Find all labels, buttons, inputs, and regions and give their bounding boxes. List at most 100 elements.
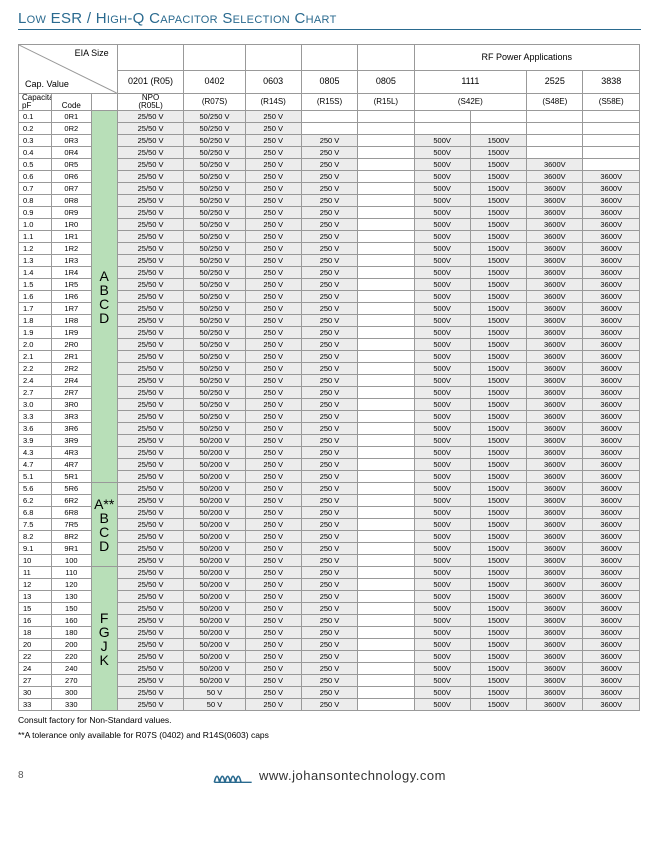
voltage-cell: 25/50 V — [117, 243, 184, 255]
voltage-cell: 500V — [414, 579, 470, 591]
voltage-cell: 250 V — [245, 135, 301, 147]
voltage-cell: 3600V — [527, 543, 583, 555]
voltage-cell: 25/50 V — [117, 351, 184, 363]
voltage-cell: 3600V — [583, 267, 640, 279]
code-cell: 120 — [51, 579, 91, 591]
voltage-cell: 250 V — [301, 675, 357, 687]
size-sub: (R07S) — [184, 94, 245, 111]
size-sub: (R14S) — [245, 94, 301, 111]
pf-cell: 4.7 — [19, 459, 52, 471]
voltage-cell: 1500V — [470, 651, 526, 663]
voltage-cell: 500V — [414, 291, 470, 303]
voltage-cell — [470, 111, 526, 123]
voltage-cell: 1500V — [470, 495, 526, 507]
voltage-cell — [358, 339, 414, 351]
voltage-cell: 500V — [414, 663, 470, 675]
voltage-cell: 50/250 V — [184, 207, 245, 219]
code-cell: 1R9 — [51, 327, 91, 339]
voltage-cell: 250 V — [301, 291, 357, 303]
pf-cell: 6.2 — [19, 495, 52, 507]
pf-cell: 12 — [19, 579, 52, 591]
voltage-cell: 3600V — [527, 351, 583, 363]
pf-cell: 3.6 — [19, 423, 52, 435]
voltage-cell: 25/50 V — [117, 675, 184, 687]
voltage-cell — [358, 627, 414, 639]
voltage-cell: 3600V — [527, 567, 583, 579]
code-cell: 0R5 — [51, 159, 91, 171]
voltage-cell: 3600V — [583, 579, 640, 591]
voltage-cell: 3600V — [527, 171, 583, 183]
voltage-cell — [358, 675, 414, 687]
voltage-cell: 25/50 V — [117, 591, 184, 603]
voltage-cell: 3600V — [583, 351, 640, 363]
voltage-cell: 3600V — [583, 243, 640, 255]
voltage-cell: 250 V — [301, 135, 357, 147]
voltage-cell: 3600V — [583, 459, 640, 471]
voltage-cell: 25/50 V — [117, 651, 184, 663]
voltage-cell: 50/200 V — [184, 507, 245, 519]
voltage-cell — [527, 135, 583, 147]
voltage-cell: 500V — [414, 651, 470, 663]
voltage-cell: 50/200 V — [184, 675, 245, 687]
voltage-cell — [583, 159, 640, 171]
voltage-cell: 3600V — [583, 207, 640, 219]
voltage-cell: 500V — [414, 327, 470, 339]
voltage-cell: 3600V — [583, 339, 640, 351]
voltage-cell: 1500V — [470, 567, 526, 579]
voltage-cell: 3600V — [583, 447, 640, 459]
pf-cell: 2.4 — [19, 375, 52, 387]
voltage-cell: 250 V — [301, 651, 357, 663]
voltage-cell: 25/50 V — [117, 663, 184, 675]
pf-header: CapacitancepF — [19, 94, 52, 111]
voltage-cell: 250 V — [301, 147, 357, 159]
voltage-cell: 500V — [414, 435, 470, 447]
voltage-cell — [358, 111, 414, 123]
voltage-cell: 50/250 V — [184, 195, 245, 207]
voltage-cell: 50/250 V — [184, 327, 245, 339]
voltage-cell: 1500V — [470, 339, 526, 351]
voltage-cell: 3600V — [583, 591, 640, 603]
voltage-cell: 250 V — [301, 699, 357, 711]
size-sub: (S58E) — [583, 94, 640, 111]
voltage-cell: 500V — [414, 519, 470, 531]
size-top: 2525 — [527, 70, 583, 93]
voltage-cell: 25/50 V — [117, 363, 184, 375]
pf-cell: 1.1 — [19, 231, 52, 243]
voltage-cell: 250 V — [245, 555, 301, 567]
voltage-cell: 50/200 V — [184, 471, 245, 483]
voltage-cell: 500V — [414, 183, 470, 195]
voltage-cell: 250 V — [245, 159, 301, 171]
voltage-cell: 3600V — [527, 315, 583, 327]
voltage-cell: 25/50 V — [117, 495, 184, 507]
code-cell: 1R4 — [51, 267, 91, 279]
code-header: Code — [51, 94, 91, 111]
voltage-cell: 250 V — [245, 255, 301, 267]
voltage-cell: 1500V — [470, 699, 526, 711]
voltage-cell: 3600V — [527, 303, 583, 315]
pf-cell: 11 — [19, 567, 52, 579]
size-sub: (R15L) — [358, 94, 414, 111]
size-header — [245, 45, 301, 71]
code-cell: 150 — [51, 603, 91, 615]
pf-cell: 0.8 — [19, 195, 52, 207]
pf-cell: 0.2 — [19, 123, 52, 135]
voltage-cell: 25/50 V — [117, 435, 184, 447]
voltage-cell — [358, 315, 414, 327]
voltage-cell: 250 V — [245, 207, 301, 219]
voltage-cell: 250 V — [301, 459, 357, 471]
voltage-cell: 500V — [414, 387, 470, 399]
voltage-cell: 50/200 V — [184, 615, 245, 627]
voltage-cell — [358, 423, 414, 435]
voltage-cell: 250 V — [245, 459, 301, 471]
voltage-cell — [358, 651, 414, 663]
voltage-cell: 250 V — [245, 147, 301, 159]
voltage-cell: 1500V — [470, 387, 526, 399]
voltage-cell: 250 V — [301, 315, 357, 327]
voltage-cell: 500V — [414, 363, 470, 375]
voltage-cell: 50/200 V — [184, 495, 245, 507]
voltage-cell: 50/250 V — [184, 375, 245, 387]
pf-cell: 24 — [19, 663, 52, 675]
voltage-cell: 50/200 V — [184, 555, 245, 567]
voltage-cell: 3600V — [583, 423, 640, 435]
voltage-cell: 50/250 V — [184, 411, 245, 423]
